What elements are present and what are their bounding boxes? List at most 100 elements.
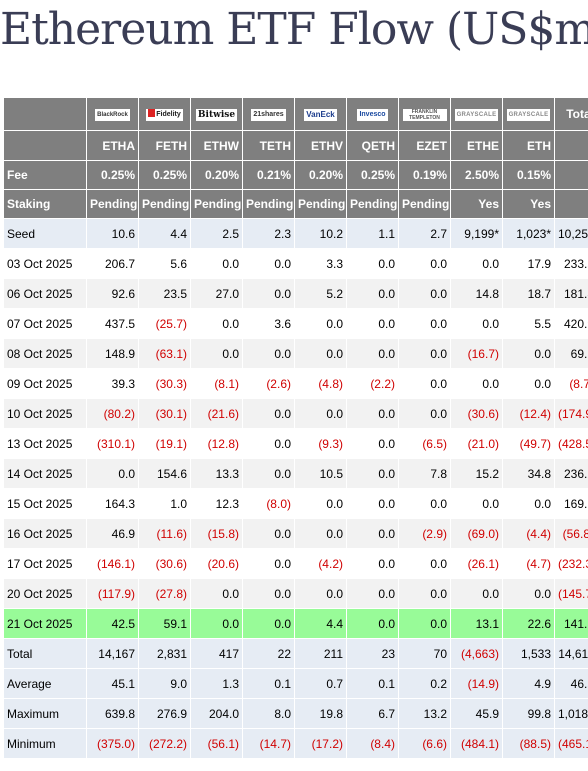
franklin-templeton-logo: FRANKLIN TEMPLETON bbox=[402, 108, 447, 121]
flow-cell: (17.2) bbox=[294, 728, 347, 759]
table-row: 16 Oct 2025 46.9 (11.6) (15.8) 0.0 0.0 0.0 (2.9… bbox=[3, 518, 588, 549]
flow-cell: (19.1) bbox=[138, 428, 191, 459]
flow-cell: 0.0 bbox=[450, 308, 503, 339]
flow-cell: 10.5 bbox=[294, 458, 347, 489]
flow-cell: (15.8) bbox=[190, 518, 243, 549]
row-label: Maximum bbox=[3, 698, 87, 729]
flow-cell: 0.2 bbox=[398, 668, 451, 699]
flow-cell: (484.1) bbox=[450, 728, 503, 759]
total-cell: 233.5 bbox=[554, 248, 588, 279]
flow-cell: 6.7 bbox=[346, 698, 399, 729]
fee-cell: 0.25% bbox=[138, 160, 191, 190]
flow-cell: (26.1) bbox=[450, 548, 503, 579]
flow-cell: 0.0 bbox=[502, 338, 555, 369]
staking-cell: Yes bbox=[502, 189, 555, 219]
ticker-cell: TETH bbox=[242, 130, 295, 161]
flow-cell: 148.9 bbox=[86, 338, 139, 369]
staking-cell: Yes bbox=[450, 189, 503, 219]
flow-cell: 0.0 bbox=[346, 398, 399, 429]
flow-cell: (6.6) bbox=[398, 728, 451, 759]
flow-cell: (80.2) bbox=[86, 398, 139, 429]
flow-cell: 0.1 bbox=[346, 668, 399, 699]
staking-cell: Pending bbox=[398, 189, 451, 219]
row-label: 16 Oct 2025 bbox=[3, 518, 87, 549]
flow-cell: (2.9) bbox=[398, 518, 451, 549]
grayscale-mini-logo: GRAYSCALE bbox=[506, 108, 551, 121]
total-cell: 14,611 bbox=[554, 638, 588, 669]
flow-cell: 0.0 bbox=[294, 578, 347, 609]
row-label: 21 Oct 2025 bbox=[3, 608, 87, 639]
total-cell: (56.8) bbox=[554, 518, 588, 549]
flow-cell: 0.0 bbox=[294, 338, 347, 369]
flow-cell: 99.8 bbox=[502, 698, 555, 729]
flow-cell: 0.0 bbox=[450, 578, 503, 609]
flow-cell: 276.9 bbox=[138, 698, 191, 729]
flow-cell: (14.7) bbox=[242, 728, 295, 759]
total-cell: 236.2 bbox=[554, 458, 588, 489]
fee-cell: 0.21% bbox=[242, 160, 295, 190]
ticker-cell: ETHE bbox=[450, 130, 503, 161]
ticker-total-cell bbox=[554, 130, 588, 161]
flow-cell: (4,663) bbox=[450, 638, 503, 669]
flow-cell: (30.6) bbox=[450, 398, 503, 429]
blackrock-logo: BlackRock bbox=[95, 108, 130, 121]
table-row: 03 Oct 2025 206.7 5.6 0.0 0.0 3.3 0.0 0.0 0.0 17.… bbox=[3, 248, 588, 279]
fee-cell: 0.20% bbox=[294, 160, 347, 190]
flow-cell: (4.2) bbox=[294, 548, 347, 579]
total-cell: 181.8 bbox=[554, 278, 588, 309]
flow-cell: 0.0 bbox=[190, 608, 243, 639]
fee-cell: 0.25% bbox=[86, 160, 139, 190]
flow-cell: 10.6 bbox=[86, 218, 139, 249]
flow-cell: 206.7 bbox=[86, 248, 139, 279]
total-cell: (465.1) bbox=[554, 728, 588, 759]
flow-cell: 0.1 bbox=[242, 668, 295, 699]
flow-cell: 0.0 bbox=[450, 248, 503, 279]
flow-cell: 18.7 bbox=[502, 278, 555, 309]
flow-cell: (21.0) bbox=[450, 428, 503, 459]
row-label: 17 Oct 2025 bbox=[3, 548, 87, 579]
flow-cell: 0.0 bbox=[242, 248, 295, 279]
flow-cell: 8.0 bbox=[242, 698, 295, 729]
flow-cell: 7.8 bbox=[398, 458, 451, 489]
flow-cell: 0.0 bbox=[346, 458, 399, 489]
row-label: Seed bbox=[3, 218, 87, 249]
flow-cell: 0.0 bbox=[294, 488, 347, 519]
flow-cell: 9,199* bbox=[450, 218, 503, 249]
summary-row-minimum: Minimum (375.0) (272.2) (56.1) (14.7) (17.2)(… bbox=[3, 728, 588, 759]
flow-cell: 0.0 bbox=[398, 278, 451, 309]
flow-cell: (20.6) bbox=[190, 548, 243, 579]
issuer-logo-row: BlackRock Fidelity Bitwise 21shares VanE… bbox=[3, 97, 588, 131]
flow-cell: 14.8 bbox=[450, 278, 503, 309]
staking-label: Staking bbox=[3, 189, 87, 219]
flow-cell: (8.1) bbox=[190, 368, 243, 399]
table-row: 21 Oct 2025 42.5 59.1 0.0 0.0 4.4 0.0 0.0 13.1 22… bbox=[3, 608, 588, 639]
table-row: 09 Oct 2025 39.3 (30.3) (8.1) (2.6) (4.8) (2.2… bbox=[3, 368, 588, 399]
fee-label: Fee bbox=[3, 160, 87, 190]
ticker-cell: FETH bbox=[138, 130, 191, 161]
table-row: 13 Oct 2025 (310.1) (19.1) (12.8) 0.0 (9.3) 0.… bbox=[3, 428, 588, 459]
staking-cell: Pending bbox=[138, 189, 191, 219]
flow-cell: 0.0 bbox=[398, 488, 451, 519]
invesco-logo: Invesco bbox=[357, 108, 388, 121]
flow-cell: 0.0 bbox=[346, 248, 399, 279]
flow-cell: 3.3 bbox=[294, 248, 347, 279]
bitwise-logo: Bitwise bbox=[195, 108, 238, 121]
flow-cell: 0.0 bbox=[190, 338, 243, 369]
vaneck-logo: VanEck bbox=[304, 108, 337, 121]
flow-cell: (11.6) bbox=[138, 518, 191, 549]
ticker-cell: QETH bbox=[346, 130, 399, 161]
flow-cell: (30.1) bbox=[138, 398, 191, 429]
flow-cell: 0.0 bbox=[242, 398, 295, 429]
flow-cell: (63.1) bbox=[138, 338, 191, 369]
fee-row: Fee 0.25% 0.25% 0.20% 0.21% 0.20% 0.25% 0.19% 2… bbox=[3, 160, 588, 190]
flow-cell: 10.2 bbox=[294, 218, 347, 249]
flow-cell: 0.0 bbox=[294, 308, 347, 339]
fidelity-mark-icon bbox=[148, 108, 156, 117]
flow-cell: 70 bbox=[398, 638, 451, 669]
flow-cell: 154.6 bbox=[138, 458, 191, 489]
flow-cell: (8.4) bbox=[346, 728, 399, 759]
row-label: Minimum bbox=[3, 728, 87, 759]
flow-cell: 23 bbox=[346, 638, 399, 669]
flow-cell: 23.5 bbox=[138, 278, 191, 309]
flow-cell: 0.0 bbox=[398, 578, 451, 609]
